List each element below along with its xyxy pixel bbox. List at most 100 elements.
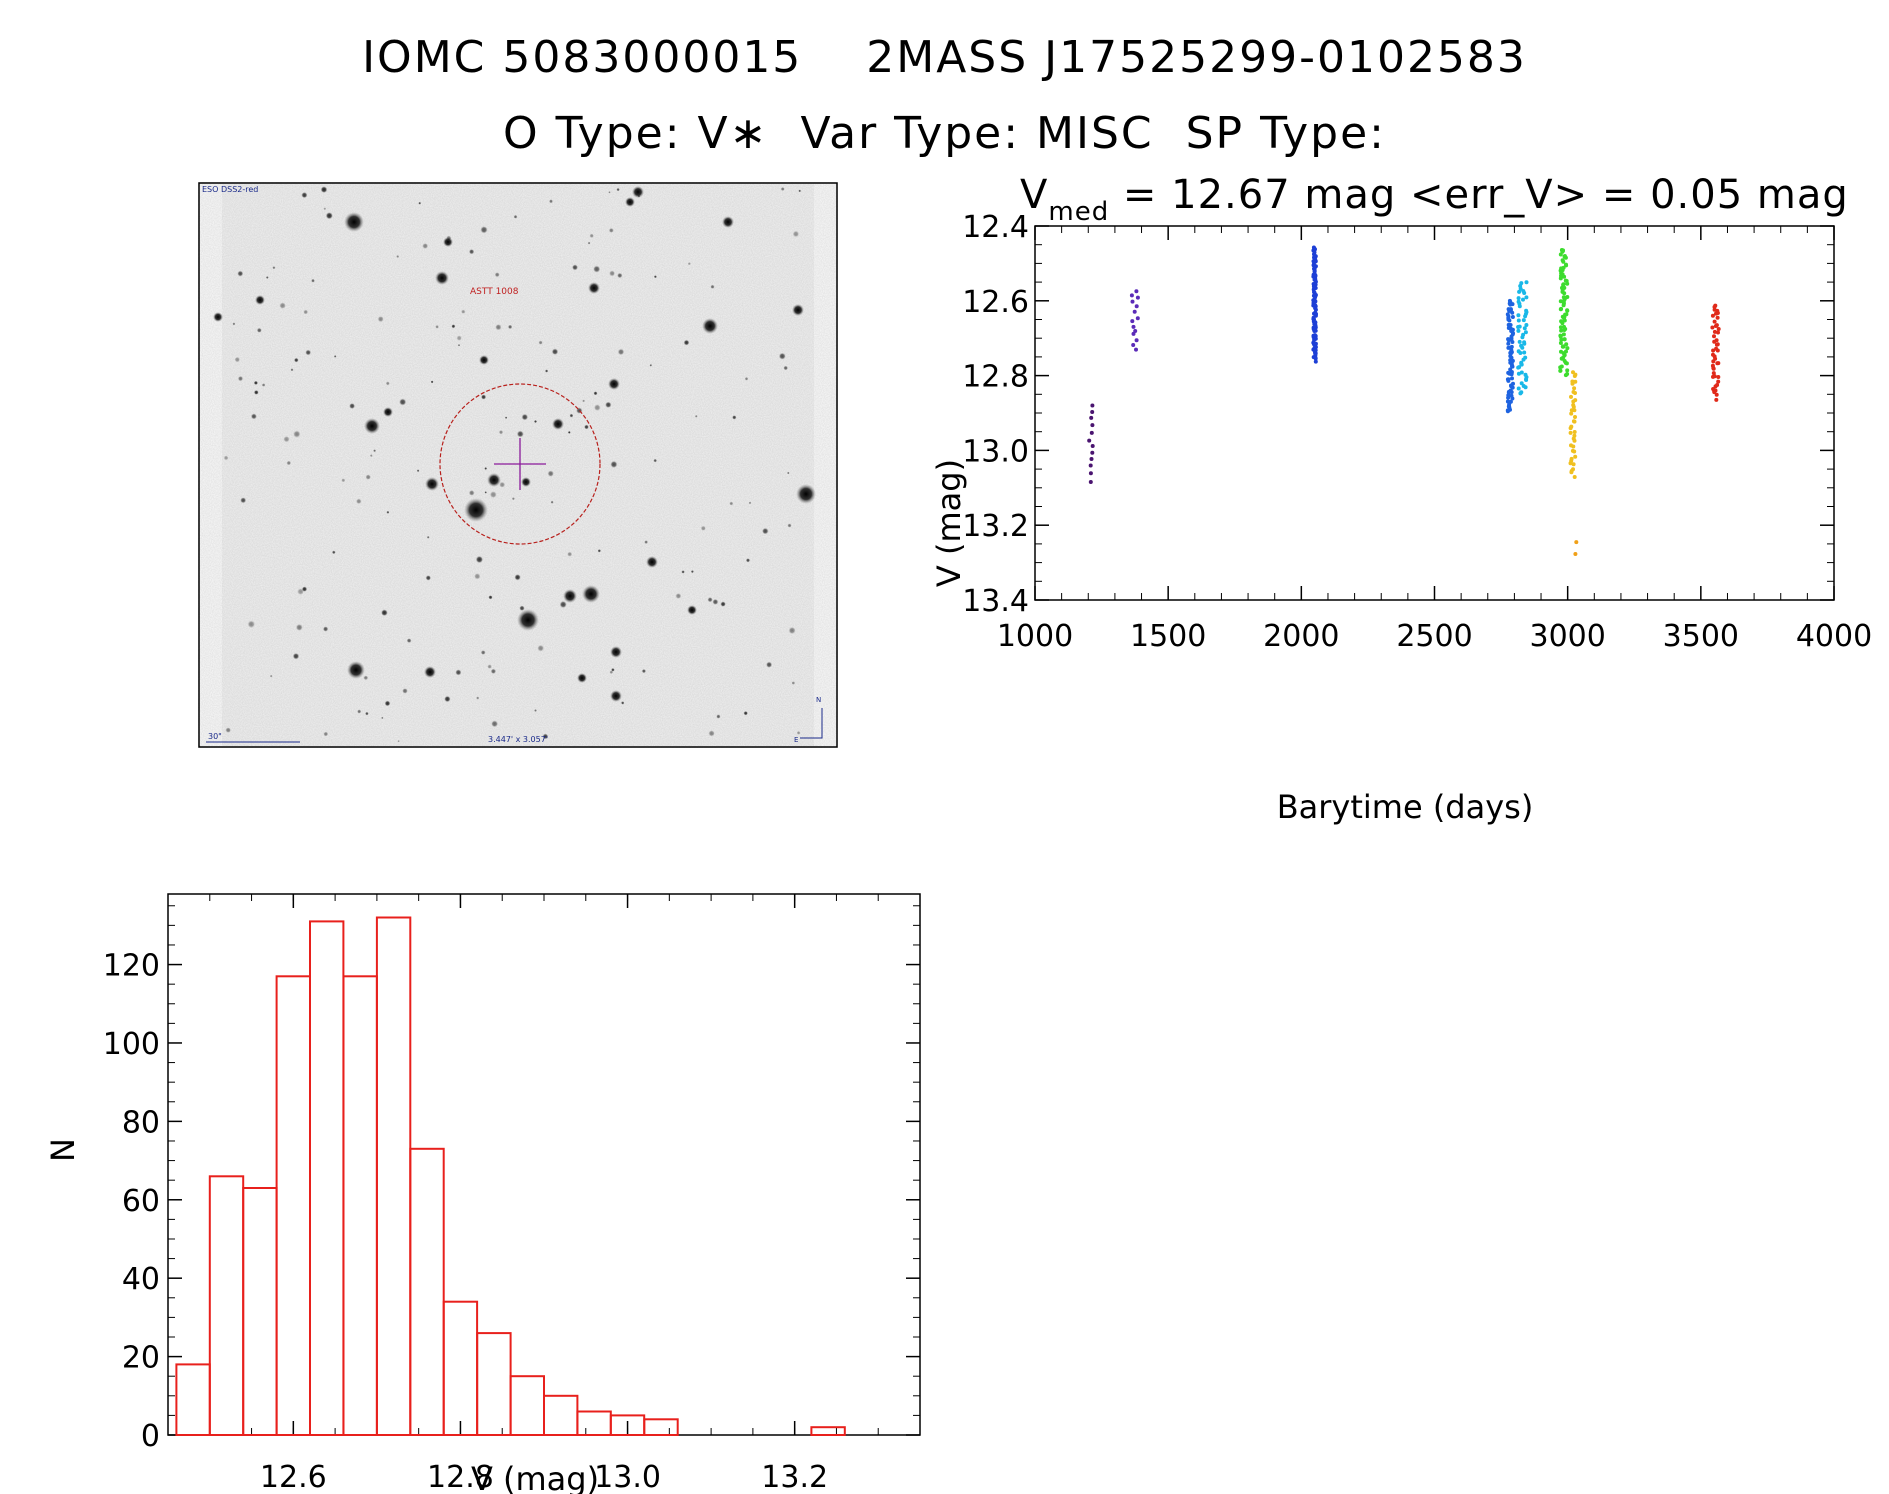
faint-star [468,490,475,496]
lc-point-g3 [1510,340,1515,344]
star-30 [383,407,393,417]
faint-star [272,266,276,270]
faint-star [551,348,559,355]
faint-star [426,535,430,539]
faint-star [416,469,420,473]
lc-point-g1 [1131,331,1136,336]
lc-point-g4 [1523,330,1528,335]
hist-xtick-label: 13.0 [594,1460,661,1494]
lc-point-g5 [1561,332,1566,337]
faint-star [250,413,257,420]
hist-bar-14 [643,1418,679,1436]
faint-star [653,275,657,279]
faint-star [653,458,657,463]
star-3 [625,197,635,207]
faint-star [311,278,315,283]
faint-star [710,284,715,289]
faint-star [301,192,308,199]
hist-xtick-label: 12.8 [427,1460,494,1494]
hist-bar-9 [476,1332,512,1437]
faint-star [476,696,480,700]
faint-star [489,491,497,499]
lc-point-g5 [1562,328,1567,332]
lc-point-g3 [1507,389,1512,394]
lc-point-g8 [1716,379,1721,384]
page-title: IOMC 5083000015 2MASS J17525299-0102583 [362,32,1527,83]
lc-point-g3 [1509,372,1514,377]
lc-point-g1 [1130,319,1135,324]
faint-star [385,381,390,386]
faint-star [301,586,308,592]
faint-star [621,701,625,705]
faint-star [762,527,769,535]
star-23 [610,690,622,702]
faint-star [323,731,329,737]
lc-point-g8 [1714,392,1719,397]
compass-arrow-icon [800,708,823,739]
lc-point-g8 [1715,361,1720,366]
lc-point-g5 [1559,356,1564,361]
lc-point-g1 [1131,324,1136,329]
lc-point-g4 [1517,324,1522,329]
hist-bar-5 [342,975,378,1437]
lc-point-g6 [1568,461,1573,466]
faint-star [488,595,493,600]
lc-point-g4 [1522,291,1527,295]
lc-point-g8 [1712,390,1717,395]
light-curve-chart: Vmed = 12.67 mag <err_V> = 0.05 mag 1000… [930,172,1872,826]
hist-bar-4 [309,920,345,1436]
lc-point-g0 [1087,438,1092,443]
faint-star [780,187,785,191]
lc-xtick-label: 2500 [1396,619,1472,654]
star-2 [588,282,600,294]
faint-star [783,365,788,371]
lc-point-g3 [1510,376,1514,381]
faint-star [406,638,412,643]
lc-point-g6 [1568,430,1573,435]
faint-star [748,501,752,505]
star-17 [646,556,658,568]
hist-xlabel: V (mag) [471,1460,599,1494]
lc-point-g3 [1506,345,1511,350]
lc-point-g4 [1520,345,1525,350]
lc-point-g2 [1312,268,1317,273]
lc-point-g5 [1559,328,1564,333]
faint-star [608,191,611,194]
faint-star [700,525,706,531]
star-8 [364,418,380,434]
lc-point-g4 [1516,318,1521,323]
faint-star [481,394,487,400]
lc-point-g3 [1506,378,1511,383]
faint-star [247,620,256,628]
faint-star [687,262,691,266]
faint-star [608,227,614,233]
lc-point-g8 [1716,330,1720,335]
faint-star [290,368,294,372]
faint-star [610,460,618,468]
lc-point-g0 [1090,444,1095,448]
faint-star [587,241,591,245]
lc-point-g1 [1134,289,1139,294]
faint-star [474,573,481,580]
lc-point-g4 [1516,296,1521,301]
lc-point-g2 [1313,307,1318,312]
lc-point-g6 [1572,419,1577,424]
lc-point-g5 [1562,318,1567,323]
faint-star [637,194,641,198]
faint-star [514,574,521,581]
hist-xtick-label: 13.2 [761,1460,828,1494]
faint-star [787,471,790,475]
lc-point-g6 [1573,379,1578,384]
lc-point-g4 [1516,328,1521,333]
faint-star [456,335,462,341]
lc-point-g8 [1715,348,1720,353]
lc-ytick-label: 13.0 [962,434,1029,469]
finder-chart-image: ESO DSS2-red ASTT 1008 30" 3.447' x 3.05… [198,182,838,748]
lc-point-g6 [1572,438,1577,443]
lc-point-g4 [1524,295,1529,300]
lc-point-g6 [1571,444,1576,449]
lc-xtick-label: 1500 [1130,619,1206,654]
lc-point-g3 [1506,404,1511,409]
hist-bar-7 [409,1147,445,1436]
faint-star [240,497,247,504]
